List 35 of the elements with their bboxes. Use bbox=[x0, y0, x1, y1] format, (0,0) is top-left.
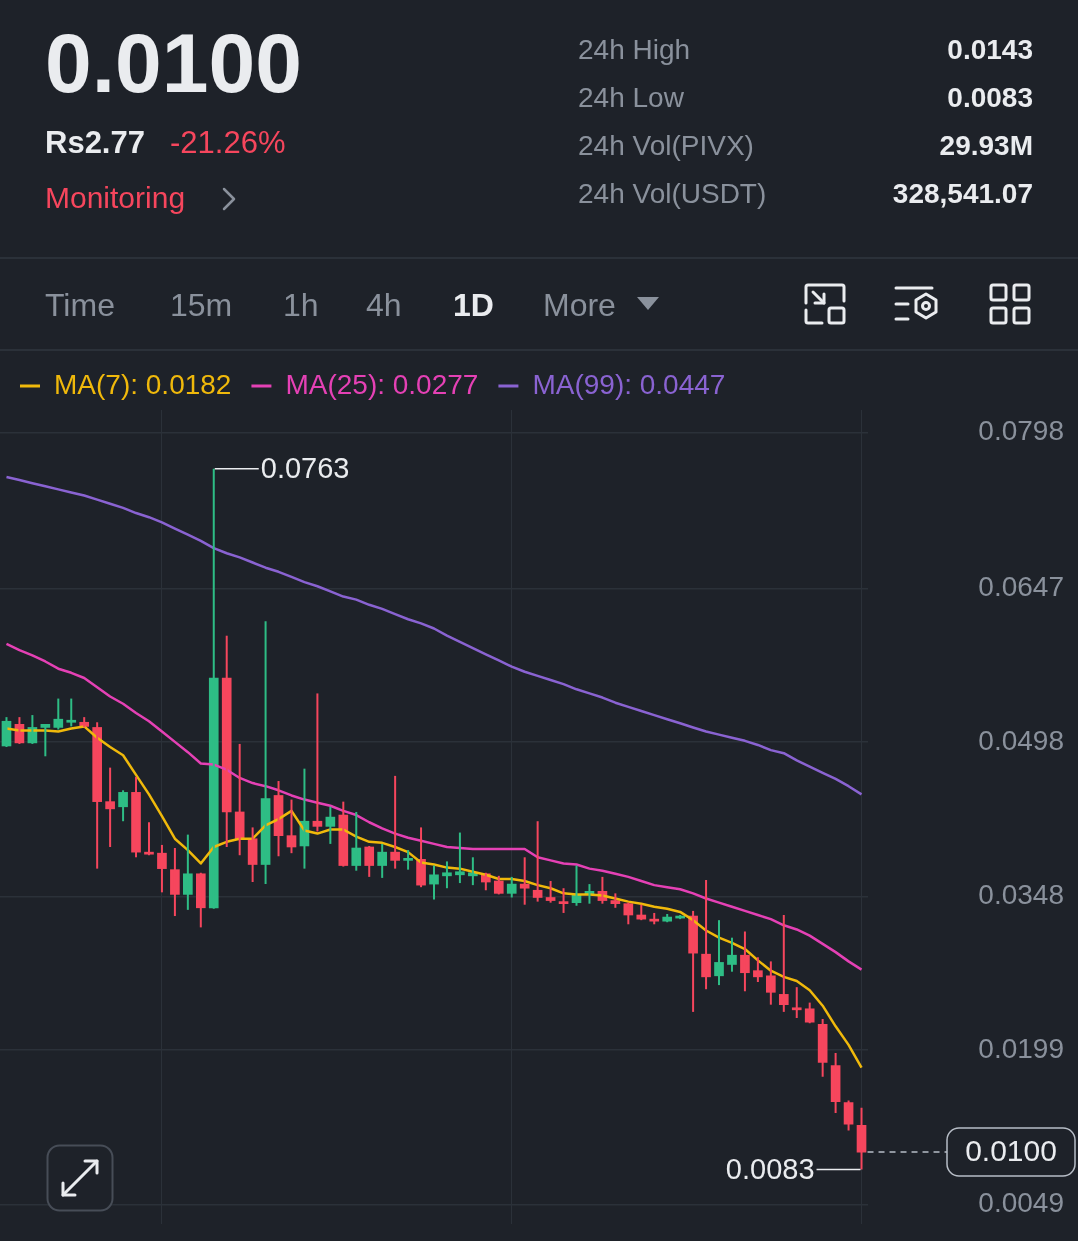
text: Rs2.77 bbox=[45, 125, 145, 161]
text: 0.0083 bbox=[947, 81, 1033, 115]
annotation: 0.0083 bbox=[725, 1152, 815, 1185]
legend-label: MA(99): 0.0447 bbox=[532, 368, 726, 400]
legend-label: MA(25): 0.0277 bbox=[285, 368, 479, 400]
y-tick-label: 0.0049 bbox=[978, 1187, 1064, 1219]
y-tick-label: 0.0647 bbox=[978, 571, 1064, 603]
y-tick-label: 0.0348 bbox=[978, 879, 1064, 911]
text: 24h Low bbox=[578, 81, 684, 115]
candlestick bbox=[649, 911, 660, 926]
text: More bbox=[543, 286, 616, 324]
chart-title: 0.0100 bbox=[45, 16, 302, 110]
text: 0.0143 bbox=[947, 33, 1033, 67]
candlestick bbox=[66, 697, 77, 728]
legend-label: MA(7): 0.0182 bbox=[54, 368, 232, 400]
annotation: 0.0763 bbox=[260, 451, 350, 484]
y-tick-label: 0.0199 bbox=[978, 1032, 1064, 1064]
text: 1D bbox=[453, 286, 494, 324]
text: 24h Vol(PIVX) bbox=[578, 129, 754, 163]
text: Time bbox=[45, 286, 115, 324]
text: -21.26% bbox=[170, 125, 286, 161]
candlestick bbox=[144, 821, 154, 857]
ref-line-label: 0.0100 bbox=[965, 1134, 1057, 1168]
text: 24h Vol(USDT) bbox=[578, 177, 767, 211]
text: 328,541.07 bbox=[892, 177, 1033, 211]
text: 29.93M bbox=[939, 129, 1033, 163]
text: 4h bbox=[366, 286, 402, 324]
text: 1h bbox=[283, 286, 319, 324]
candlestick bbox=[403, 849, 413, 871]
text: 15m bbox=[170, 286, 233, 324]
text: Monitoring bbox=[45, 180, 186, 216]
text: 24h High bbox=[578, 33, 691, 67]
y-tick-label: 0.0498 bbox=[978, 724, 1064, 756]
candlestick bbox=[791, 986, 802, 1020]
y-tick-label: 0.0798 bbox=[978, 415, 1064, 447]
